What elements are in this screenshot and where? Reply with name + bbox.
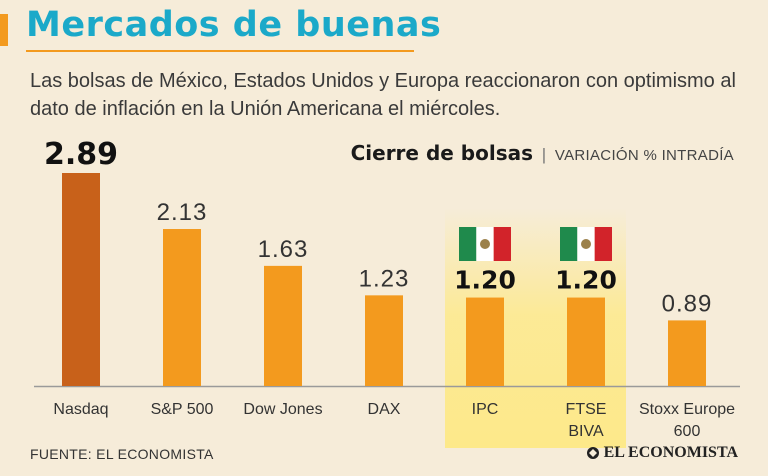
mexico-flag-icon-5 xyxy=(459,227,511,261)
flag-green-stripe xyxy=(459,227,477,261)
category-label-7-line-2: 600 xyxy=(674,423,701,440)
category-label-4: DAX xyxy=(368,401,401,418)
title-accent-bar xyxy=(0,14,8,46)
flag-green-stripe xyxy=(560,227,578,261)
bars xyxy=(62,173,706,386)
source-note: FUENTE: EL ECONOMISTA xyxy=(30,446,214,462)
bar-4 xyxy=(365,295,403,386)
flag-emblem xyxy=(581,239,591,249)
category-label-5: IPC xyxy=(472,401,499,418)
bar-7 xyxy=(668,320,706,386)
category-label-6-line-1: FTSE xyxy=(566,401,607,418)
flag-red-stripe xyxy=(493,227,511,261)
bar-1 xyxy=(62,173,100,386)
value-label-3: 1.63 xyxy=(258,236,309,263)
subtitle: Las bolsas de México, Estados Unidos y E… xyxy=(30,70,736,120)
flag-emblem xyxy=(480,239,490,249)
bar-2 xyxy=(163,229,201,386)
category-label-2: S&P 500 xyxy=(151,401,214,418)
flag-red-stripe xyxy=(594,227,612,261)
category-label-1: Nasdaq xyxy=(53,401,108,418)
category-label-3: Dow Jones xyxy=(243,401,322,418)
category-label-6-line-2: BIVA xyxy=(568,423,604,440)
brand-mark-icon xyxy=(586,447,599,459)
brand-name: EL ECONOMISTA xyxy=(603,444,738,461)
value-label-7: 0.89 xyxy=(662,290,713,317)
value-label-4: 1.23 xyxy=(359,265,410,292)
chart-title-subtitle: VARIACIÓN % INTRADÍA xyxy=(554,147,734,164)
chart-title: Cierre de bolsas | VARIACIÓN % INTRADÍA xyxy=(351,141,734,165)
value-label-1: 2.89 xyxy=(44,137,118,172)
bar-6 xyxy=(567,297,605,386)
bar-5 xyxy=(466,297,504,386)
title-underline xyxy=(26,50,414,52)
brand-logo: EL ECONOMISTA xyxy=(586,444,738,462)
category-labels: Nasdaq S&P 500 Dow Jones DAX IPC FTSE BIVA Stox… xyxy=(53,401,735,440)
bar-3 xyxy=(264,265,302,386)
value-label-2: 2.13 xyxy=(157,199,208,226)
chart-title-main: Cierre de bolsas xyxy=(350,141,534,165)
flag-icons xyxy=(459,227,612,261)
mexico-flag-icon-6 xyxy=(560,227,612,261)
value-labels: 2.89 2.13 1.63 1.23 1.20 1.20 0.89 xyxy=(44,137,713,317)
page-title: Mercados de buenas xyxy=(26,5,442,45)
chart-title-separator: | xyxy=(541,145,547,164)
value-label-6: 1.20 xyxy=(555,266,617,295)
value-label-5: 1.20 xyxy=(454,266,516,295)
category-label-7-line-1: Stoxx Europe xyxy=(639,401,735,418)
